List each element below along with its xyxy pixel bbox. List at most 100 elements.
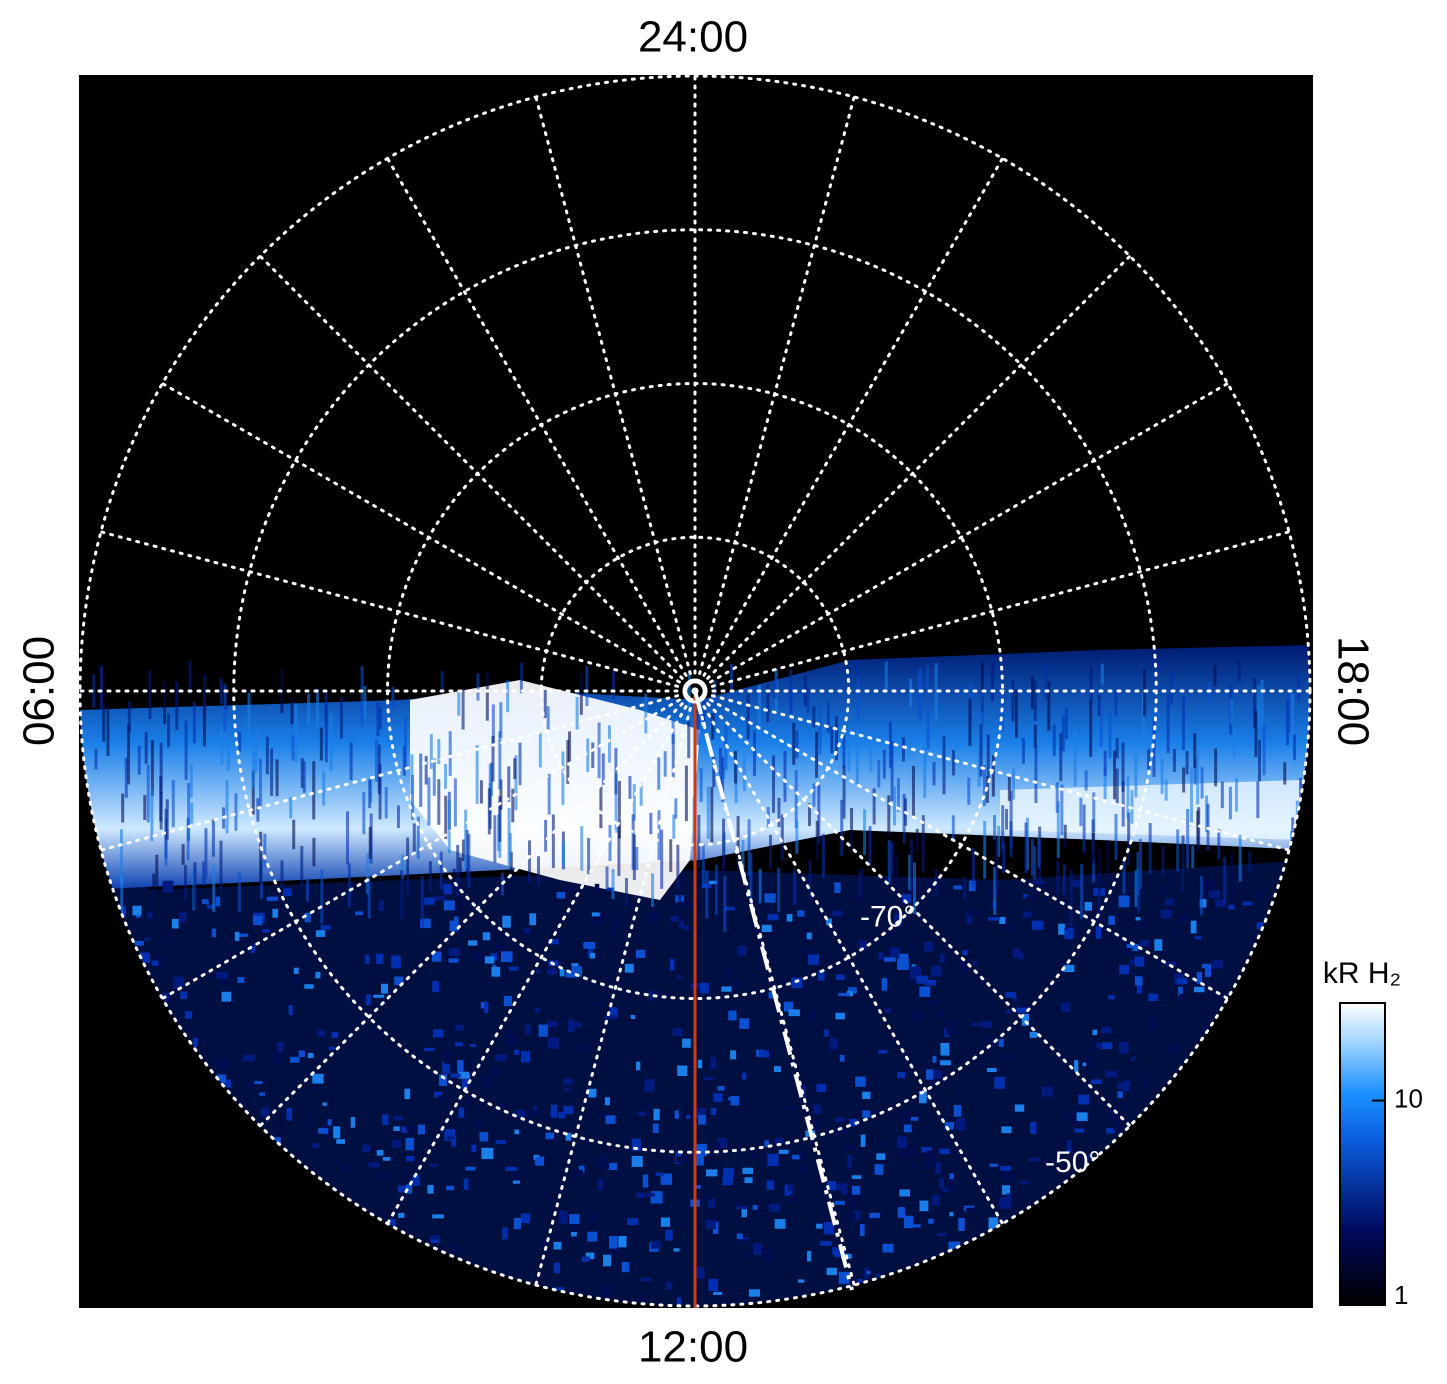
speckle bbox=[547, 939, 559, 945]
streak bbox=[366, 853, 370, 895]
speckle bbox=[216, 1074, 227, 1083]
speckle bbox=[556, 892, 566, 899]
speckle bbox=[864, 1267, 869, 1280]
speckle bbox=[665, 1229, 673, 1241]
speckle bbox=[1148, 1016, 1158, 1030]
streak bbox=[934, 663, 938, 721]
streak bbox=[1033, 724, 1037, 749]
streak bbox=[391, 687, 395, 711]
streak bbox=[163, 681, 167, 725]
speckle bbox=[173, 976, 184, 990]
streak bbox=[384, 787, 388, 819]
speckle bbox=[272, 908, 278, 918]
speckle bbox=[1014, 1104, 1025, 1112]
streak bbox=[718, 747, 722, 785]
streak bbox=[1044, 664, 1048, 700]
speckle bbox=[987, 1067, 997, 1073]
streak bbox=[1229, 698, 1233, 725]
streak bbox=[1196, 749, 1200, 805]
speckle bbox=[646, 1192, 655, 1197]
speckle bbox=[949, 1173, 954, 1184]
speckle bbox=[674, 1110, 679, 1119]
speckle bbox=[676, 1156, 688, 1163]
streak bbox=[649, 812, 653, 835]
speckle bbox=[350, 1117, 356, 1128]
speckle bbox=[762, 1247, 774, 1261]
speckle bbox=[539, 1118, 549, 1122]
speckle bbox=[611, 925, 617, 938]
streak bbox=[808, 803, 812, 827]
streak bbox=[1181, 695, 1185, 751]
streak bbox=[742, 757, 746, 792]
speckle bbox=[382, 1114, 389, 1126]
speckle bbox=[894, 913, 903, 927]
streak bbox=[300, 758, 304, 788]
streak bbox=[289, 797, 293, 819]
streak bbox=[858, 870, 862, 898]
streak bbox=[882, 749, 886, 779]
speckle bbox=[844, 1213, 856, 1219]
streak bbox=[917, 672, 921, 714]
streak bbox=[475, 744, 479, 804]
streak bbox=[971, 848, 975, 887]
speckle bbox=[802, 931, 807, 941]
speckle bbox=[924, 941, 934, 952]
speckle bbox=[897, 1208, 906, 1218]
streak bbox=[203, 674, 207, 717]
streak bbox=[368, 826, 372, 859]
streak bbox=[227, 737, 231, 771]
speckle bbox=[315, 930, 326, 937]
speckle bbox=[829, 1038, 838, 1050]
streak bbox=[493, 815, 497, 863]
streak bbox=[1257, 685, 1261, 729]
streak bbox=[1001, 805, 1005, 850]
streak bbox=[124, 757, 128, 798]
speckle bbox=[1135, 917, 1141, 921]
speckle bbox=[378, 900, 385, 911]
speckle bbox=[558, 1112, 566, 1119]
streak bbox=[644, 693, 648, 734]
speckle bbox=[874, 1164, 884, 1175]
streak bbox=[464, 809, 468, 870]
streak bbox=[850, 808, 854, 850]
streak bbox=[152, 873, 156, 926]
speckle bbox=[1119, 964, 1130, 975]
speckle bbox=[953, 1105, 962, 1117]
speckle bbox=[1093, 1040, 1100, 1051]
speckle bbox=[786, 914, 793, 922]
speckle bbox=[1030, 1122, 1037, 1135]
streak bbox=[263, 833, 267, 868]
streak bbox=[923, 742, 927, 799]
speckle bbox=[505, 1166, 517, 1171]
streak bbox=[913, 862, 917, 914]
streak bbox=[1024, 822, 1028, 874]
speckle bbox=[393, 1115, 403, 1121]
streak bbox=[1287, 691, 1291, 733]
streak bbox=[856, 676, 860, 720]
speckle bbox=[994, 1076, 1005, 1089]
streak bbox=[360, 666, 364, 727]
speckle bbox=[705, 1219, 717, 1230]
streak bbox=[1103, 766, 1107, 800]
speckle bbox=[712, 1142, 720, 1148]
speckle bbox=[376, 1149, 384, 1156]
streak bbox=[238, 732, 242, 753]
streak bbox=[150, 740, 154, 797]
speckle bbox=[215, 896, 221, 907]
speckle bbox=[697, 1059, 703, 1069]
lt-bottom: 12:00 bbox=[638, 1323, 748, 1372]
speckle bbox=[813, 1104, 822, 1114]
streak bbox=[1181, 835, 1185, 892]
speckle bbox=[211, 928, 216, 938]
speckle bbox=[1078, 1094, 1090, 1105]
speckle bbox=[430, 1163, 438, 1167]
speckle bbox=[884, 1008, 892, 1013]
speckle bbox=[565, 970, 578, 978]
streak bbox=[890, 741, 894, 802]
streak bbox=[632, 834, 636, 880]
streak bbox=[1084, 770, 1088, 791]
streak bbox=[280, 860, 284, 888]
streak bbox=[893, 786, 897, 826]
streak bbox=[601, 753, 605, 785]
